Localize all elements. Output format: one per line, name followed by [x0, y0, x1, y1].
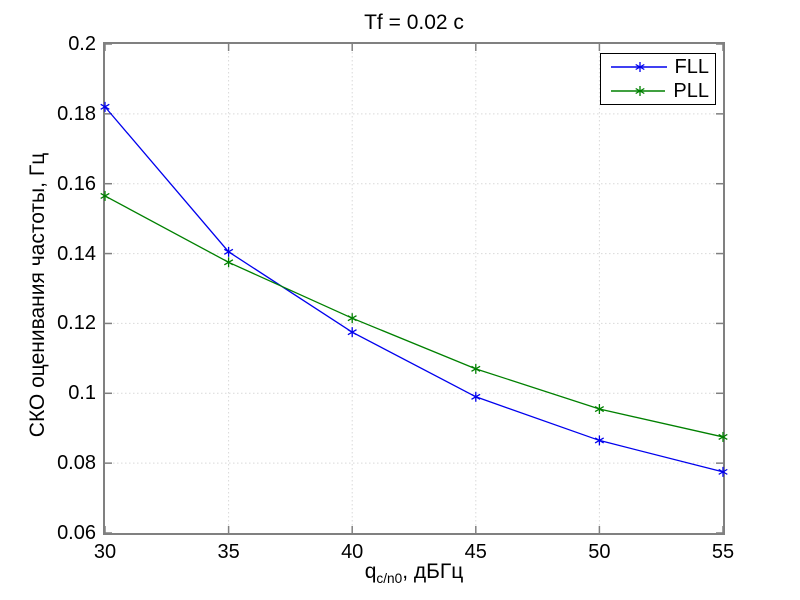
x-tick-label: 35 — [217, 541, 240, 563]
series-PLL-marker — [594, 405, 605, 413]
y-tick-label: 0.08 — [57, 452, 96, 475]
x-tick-label: 30 — [93, 541, 117, 563]
series-PLL-marker — [471, 365, 481, 372]
chart-title: Tf = 0.02 с — [364, 11, 464, 34]
legend-sample-FLL — [611, 62, 667, 73]
series-FLL-marker — [471, 393, 481, 400]
axes-frame — [103, 42, 725, 535]
x-tick-label: 50 — [588, 541, 611, 563]
series-line-FLL — [104, 106, 724, 473]
x-tick-label: 55 — [711, 541, 735, 563]
legend-sample-marker — [635, 87, 645, 94]
x-axis-label-subscript: c/n0 — [376, 571, 403, 587]
x-axis-label-base: q — [364, 560, 377, 583]
series-PLL-marker — [223, 259, 234, 266]
y-tick-label: 0.06 — [57, 522, 96, 544]
series-PLL-marker — [718, 433, 728, 441]
y-tick-label: 0.14 — [57, 242, 96, 265]
y-tick-label: 0.1 — [68, 382, 96, 405]
series-FLL-marker — [223, 248, 234, 255]
legend-label-PLL: PLL — [673, 79, 709, 102]
legend-row-PLL: PLL — [610, 80, 709, 102]
x-tick-label: 40 — [341, 541, 364, 563]
x-axis-label-suffix: , дБГц — [402, 560, 464, 583]
legend-row-FLL: FLL — [610, 56, 709, 78]
legend: FLL PLL — [600, 53, 716, 105]
series-line-PLL — [104, 195, 724, 438]
legend-sample-marker — [635, 64, 645, 71]
series-FLL-marker — [100, 103, 110, 110]
series-PLL-marker — [100, 192, 110, 200]
series-FLL-marker — [347, 329, 357, 336]
y-tick-label: 0.12 — [57, 312, 96, 335]
y-tick-label: 0.18 — [57, 102, 96, 125]
series-FLL-marker — [718, 468, 728, 475]
x-tick-label: 45 — [464, 541, 487, 563]
x-axis-label: qc/n0, дБГц — [105, 560, 723, 586]
series-PLL-marker — [347, 315, 357, 322]
series-FLL-marker — [594, 437, 605, 444]
y-tick-label: 0.2 — [68, 33, 96, 55]
y-tick-label: 0.16 — [57, 172, 96, 195]
legend-label-FLL: FLL — [674, 56, 709, 79]
legend-sample-PLL — [611, 85, 666, 96]
